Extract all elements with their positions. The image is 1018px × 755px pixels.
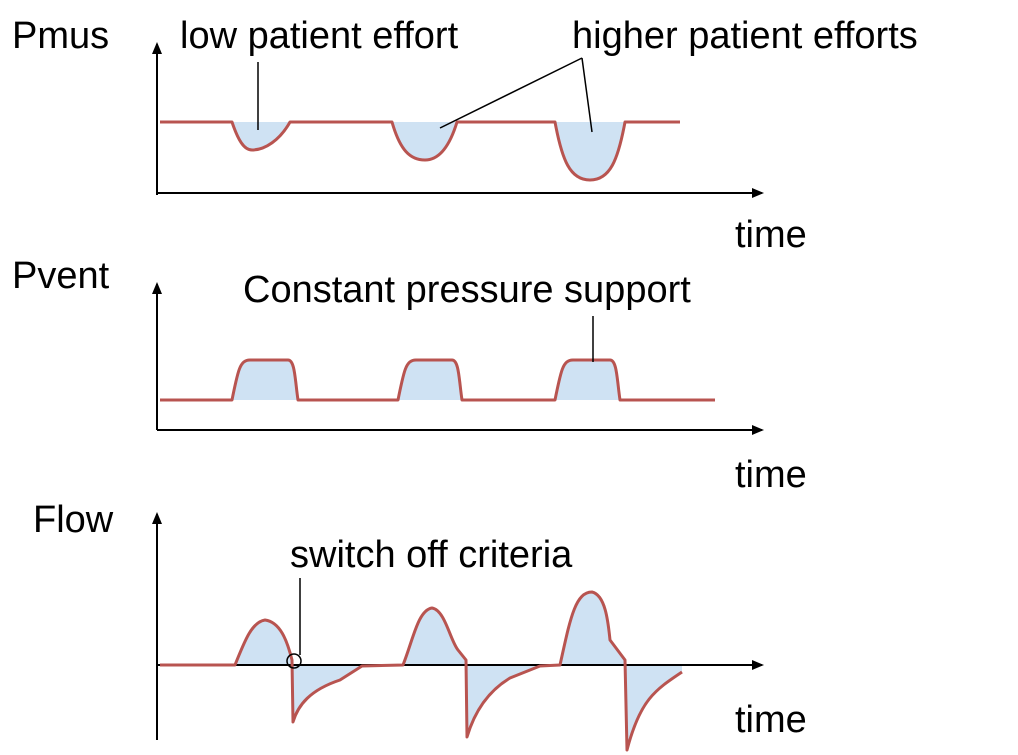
time-label: time [735, 699, 807, 741]
flow-panel: Flow switch off criteria time [33, 499, 807, 752]
time-label: time [735, 454, 807, 496]
pvent-wave [160, 358, 715, 402]
annotation: Constant pressure support [243, 269, 691, 311]
flow-fill [235, 592, 682, 750]
pmus-wave [160, 120, 680, 182]
annotation: higher patient efforts [572, 15, 918, 57]
axis-label: Pvent [12, 255, 110, 297]
criteria-marker [286, 653, 302, 669]
pvent-panel: Pvent Constant pressure support time [12, 255, 807, 496]
annotation: low patient effort [180, 15, 459, 57]
support-fill [232, 360, 620, 400]
effort-fill [232, 122, 625, 180]
leader-line [257, 57, 593, 133]
axis-label: Flow [33, 499, 114, 541]
time-label: time [735, 214, 807, 256]
annotation: switch off criteria [290, 534, 573, 576]
axis-label: Pmus [12, 15, 109, 57]
pmus-panel: Pmus low patient effort higher patient e… [12, 15, 918, 256]
flow-wave [160, 590, 683, 752]
